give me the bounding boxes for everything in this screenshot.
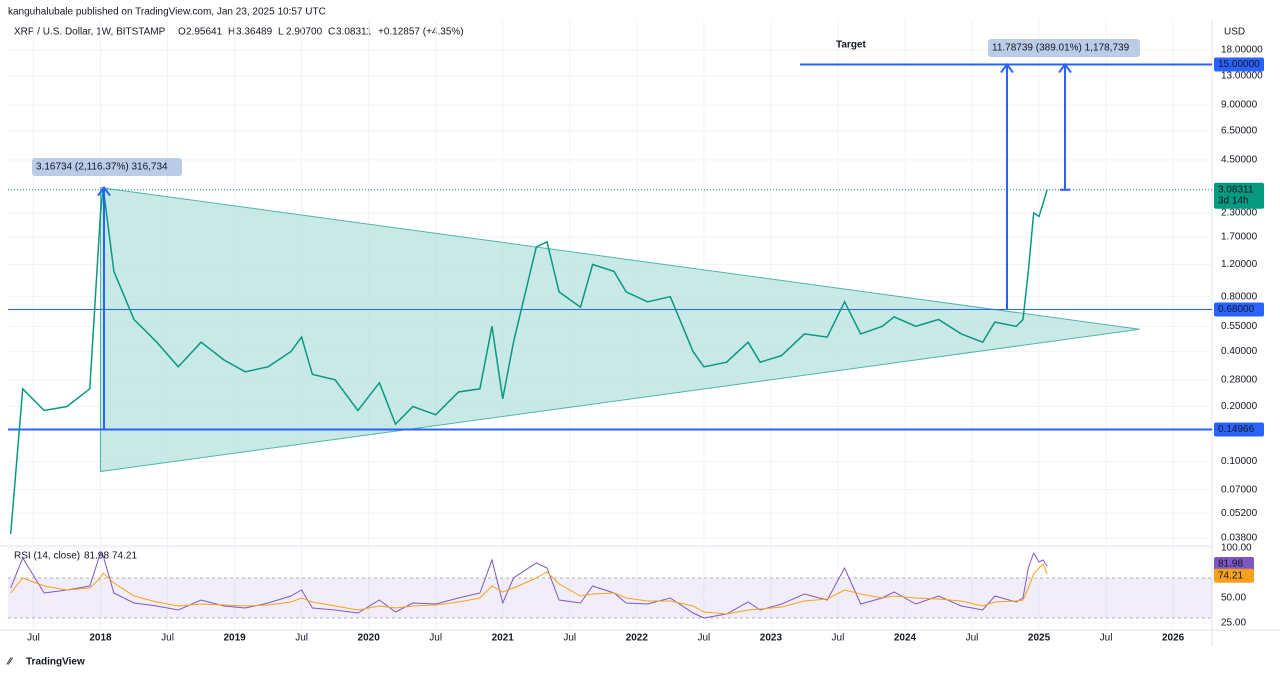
rsi-tick-label: 25.00 [1221, 618, 1246, 629]
ohlc-value: 3.36489 [236, 27, 273, 38]
y-tick-label: 0.07000 [1221, 484, 1258, 495]
x-tick-label: Jul [1100, 633, 1113, 644]
rsi-legend-value: 74.21 [112, 551, 137, 562]
rsi-line [10, 563, 1048, 615]
y-tick-label: 9.00000 [1221, 100, 1258, 111]
x-tick-label: 2025 [1028, 633, 1051, 644]
ohlc-value: 3.08311 [336, 27, 372, 38]
y-tick-label: 0.28000 [1221, 374, 1258, 385]
y-tick-label: 0.10000 [1221, 456, 1258, 467]
ohlc-value: 2.95641 [186, 27, 223, 38]
annotation: 3.16734 (2,116.37%) 316,734 [36, 162, 168, 173]
y-tick-label: 2.30000 [1221, 208, 1258, 219]
measure-arrow-head [97, 185, 111, 197]
rsi-last-bg [1214, 568, 1254, 583]
ohlc-key: L [278, 27, 284, 38]
change: +0.12857 (+4.35%) [378, 27, 464, 38]
y-tick-label: 0.05200 [1221, 508, 1258, 519]
y-tick-label: 0.20000 [1221, 401, 1258, 412]
ohlc-value: 2.90700 [286, 27, 323, 38]
x-tick-label: Jul [429, 633, 442, 644]
footer-logo: TradingView [26, 657, 85, 668]
x-tick-label: Jul [295, 633, 308, 644]
rsi-last-bg [1214, 557, 1254, 572]
y-tick-label: 0.03800 [1221, 533, 1258, 544]
triangle-pattern [100, 187, 1140, 473]
y-tick-label: 4.50000 [1221, 154, 1258, 165]
target-arrow-head [1058, 62, 1072, 74]
rsi-title: RSI (14, close) [14, 551, 80, 562]
price-line [9, 187, 1048, 535]
ohlc-key: H [228, 27, 235, 38]
annotation: 11.78739 (389.01%) 1,178,739 [992, 43, 1130, 54]
annotation-bg [32, 158, 182, 176]
x-tick-label: 2019 [223, 633, 246, 644]
x-tick-label: Jul [966, 633, 979, 644]
rsi-last-label: 74.21 [1218, 570, 1243, 581]
y-tick-label: 6.50000 [1221, 125, 1258, 136]
target-label: Target [836, 40, 866, 51]
level-label-bg [1214, 302, 1264, 317]
level-label: 15.00000 [1218, 59, 1260, 70]
rsi-tick-label: 100.00 [1221, 543, 1252, 554]
level-label: 0.14966 [1218, 424, 1255, 435]
ohlc-key: O [178, 27, 186, 38]
y-tick-label: 13.00000 [1221, 70, 1263, 81]
y-tick-label: 0.80000 [1221, 291, 1258, 302]
rsi-tick-label: 50.00 [1221, 593, 1246, 604]
x-tick-label: 2022 [626, 633, 649, 644]
y-tick-label: 0.55000 [1221, 321, 1258, 332]
x-tick-label: Jul [27, 633, 40, 644]
y-tick-label: 18.00000 [1221, 45, 1263, 56]
ohlc-key: C [328, 27, 335, 38]
y-tick-label: 1.70000 [1221, 232, 1258, 243]
x-tick-label: 2018 [89, 633, 112, 644]
x-tick-label: Jul [563, 633, 576, 644]
y-tick-label: 1.20000 [1221, 259, 1258, 270]
level-label-bg [1214, 422, 1264, 437]
x-tick-label: Jul [161, 633, 174, 644]
rsi-legend-value: 81.98 [84, 551, 109, 562]
rsi-line [10, 551, 1048, 619]
x-tick-label: Jul [832, 633, 845, 644]
measure-arrow-head [1000, 62, 1014, 74]
logo-mark: ⁄⁄ [6, 657, 14, 668]
x-tick-label: 2026 [1162, 633, 1185, 644]
x-tick-label: 2024 [894, 633, 917, 644]
rsi-last-label: 81.98 [1218, 559, 1243, 570]
last-price-bg [1214, 182, 1264, 209]
last-price-label: 3.08311 [1218, 184, 1254, 195]
symbol: XRP / U.S. Dollar, 1W, BITSTAMP [14, 27, 166, 38]
x-tick-label: 2021 [492, 633, 515, 644]
currency: USD [1224, 27, 1245, 38]
x-tick-label: 2020 [358, 633, 381, 644]
publisher: kanguhalubale published on TradingView.c… [8, 7, 326, 18]
x-tick-label: Jul [697, 633, 710, 644]
level-label: 0.68000 [1218, 304, 1255, 315]
level-label-bg [1214, 57, 1264, 72]
y-tick-label: 0.40000 [1221, 346, 1258, 357]
x-tick-label: 2023 [760, 633, 783, 644]
annotation-bg [988, 39, 1140, 57]
countdown: 3d 14h [1218, 195, 1249, 206]
